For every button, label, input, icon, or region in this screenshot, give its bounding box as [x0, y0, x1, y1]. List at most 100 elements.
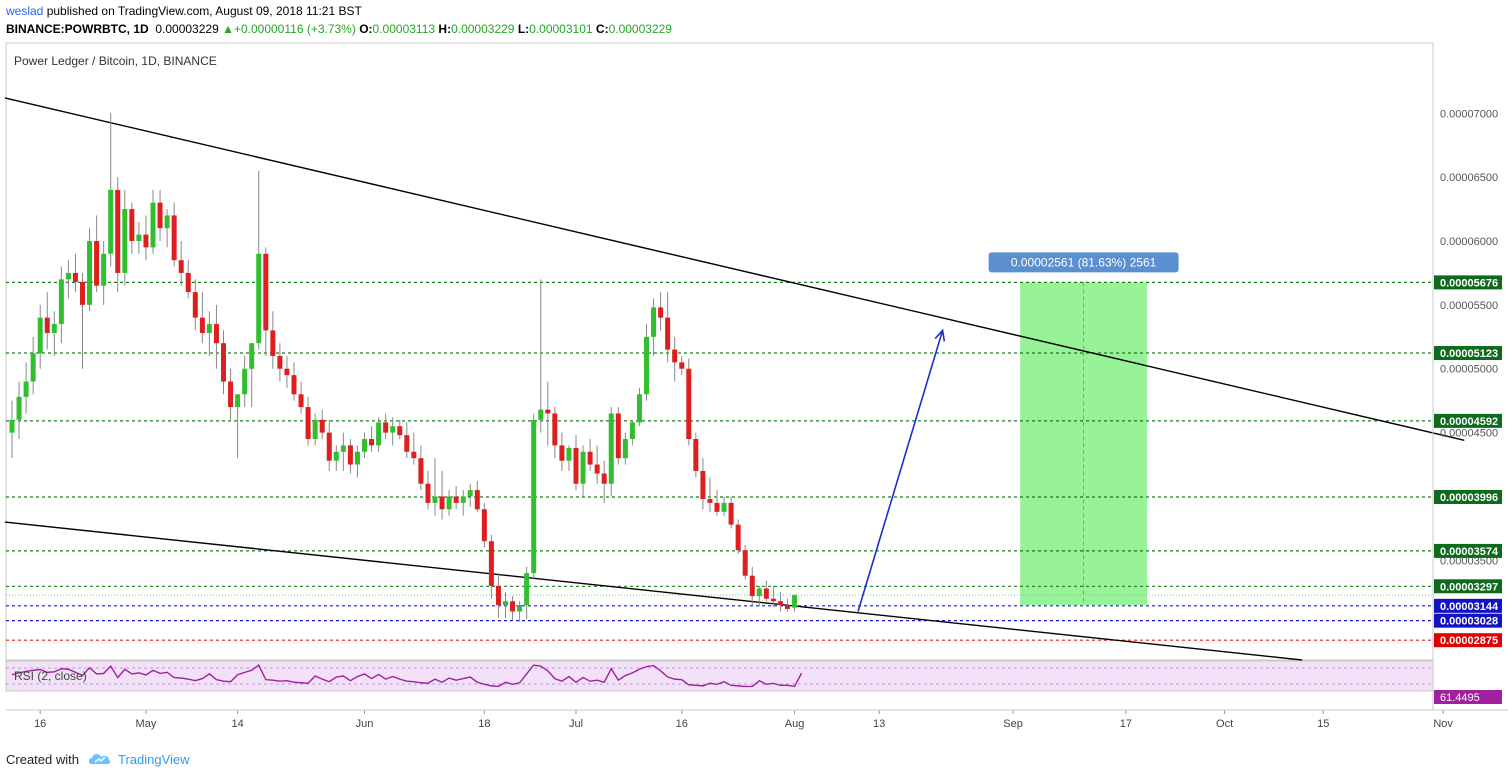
candle-body-93: [658, 307, 664, 318]
level-price-label-8: 0.00003028: [1440, 616, 1498, 628]
candle-body-56: [397, 426, 403, 436]
candle-body-21: [150, 202, 156, 248]
tradingview-logo-icon[interactable]: [88, 751, 112, 767]
time-tick-label-12: Oct: [1216, 718, 1233, 730]
candle-body-53: [376, 422, 382, 446]
price-chart[interactable]: 0.00002561 (81.63%) 2561 Power Ledger / …: [0, 0, 1508, 742]
rsi-value-tag: [1434, 690, 1502, 704]
candle-body-66: [467, 490, 473, 497]
candle-body-34: [242, 368, 248, 395]
level-price-tag-6: [1434, 579, 1502, 594]
candle-body-104: [735, 524, 741, 551]
rsi-pane[interactable]: [5, 660, 1434, 692]
trendlines-group[interactable]: [4, 97, 1465, 661]
candle-body-2: [16, 396, 22, 420]
last-price: 0.00003229: [155, 22, 219, 36]
candle-body-62: [439, 496, 445, 510]
candle-body-101: [714, 502, 720, 512]
candle-body-103: [728, 502, 734, 525]
candle-body-29: [206, 324, 212, 333]
candle-body-68: [481, 509, 487, 542]
candle-body-25: [178, 260, 184, 273]
time-tick-label-8: Aug: [785, 718, 805, 730]
rsi-value-label: 61.4495: [1440, 692, 1480, 704]
level-lines-group: [6, 281, 1433, 641]
candle-body-47: [333, 451, 339, 461]
time-tick-label-10: Sep: [1003, 718, 1023, 730]
candle-body-37: [263, 253, 269, 331]
candle-body-6: [44, 317, 50, 333]
candle-body-78: [552, 413, 558, 446]
price-axis[interactable]: 0.00007000 0.00006500 0.00006000 0.00005500…: [1434, 108, 1502, 704]
candle-body-57: [404, 435, 410, 452]
candle-body-23: [164, 215, 170, 229]
candle-body-70: [495, 585, 501, 606]
symbol-label: BINANCE:POWRBTC, 1D: [6, 22, 149, 36]
candle-body-30: [213, 324, 219, 344]
time-tick-label-1: 16: [34, 718, 46, 730]
candle-body-39: [277, 355, 283, 369]
time-tick-label-14: Nov: [1433, 718, 1453, 730]
tradingview-link[interactable]: TradingView: [118, 752, 190, 767]
level-price-tag-4: [1434, 489, 1502, 504]
candle-body-74: [524, 573, 530, 606]
candle-body-38: [270, 330, 276, 356]
candle-body-87: [615, 413, 621, 459]
candle-body-69: [488, 541, 494, 586]
candle-body-108: [763, 588, 769, 599]
candle-body-42: [298, 394, 304, 408]
candle-body-11: [80, 281, 85, 305]
candle-body-79: [559, 445, 565, 461]
candle-body-48: [340, 445, 346, 452]
time-tick-label-2: May: [136, 718, 157, 730]
candle-body-59: [418, 458, 424, 484]
rsi-line: [11, 664, 803, 688]
candle-body-12: [87, 241, 93, 305]
candle-body-14: [101, 253, 107, 286]
target-zone-label: 0.00002561 (81.63%) 2561: [1011, 255, 1157, 269]
candle-body-96: [679, 362, 685, 369]
candle-body-63: [446, 496, 452, 510]
candle-body-61: [432, 496, 438, 503]
candle-body-28: [199, 317, 205, 333]
candle-body-13: [94, 241, 100, 286]
candle-body-46: [326, 432, 332, 461]
candle-body-99: [700, 470, 706, 500]
candle-body-19: [136, 234, 142, 242]
candle-body-90: [636, 394, 642, 423]
rsi-line-group: [11, 664, 803, 688]
level-price-label-1: 0.00005676: [1440, 277, 1498, 289]
author-link[interactable]: weslad: [6, 4, 44, 18]
footer: Created with TradingView: [0, 742, 1508, 777]
created-with-label: Created with: [6, 752, 79, 767]
candle-body-7: [51, 324, 57, 333]
level-price-tag-2: [1434, 346, 1502, 361]
time-tick-label-4: Jun: [356, 718, 374, 730]
level-price-label-2: 0.00005123: [1440, 348, 1498, 360]
candle-body-72: [510, 601, 516, 612]
projection-arrow-group[interactable]: [857, 328, 946, 612]
open-value: 0.00003113: [372, 22, 436, 36]
candle-body-89: [629, 422, 635, 440]
candle-body-67: [474, 490, 480, 510]
candle-body-75: [531, 419, 537, 574]
candle-body-80: [566, 447, 572, 461]
candle-body-65: [460, 496, 466, 503]
candle-body-16: [115, 189, 121, 273]
main-pane[interactable]: [5, 42, 1434, 661]
candle-body-102: [721, 502, 727, 512]
candle-body-81: [573, 447, 579, 484]
candle-body-100: [707, 499, 713, 503]
candle-body-91: [644, 336, 649, 395]
candle-body-5: [37, 317, 43, 354]
candle-body-105: [742, 550, 748, 576]
rsi-label: RSI (2, close): [14, 669, 87, 683]
candle-body-109: [770, 598, 776, 602]
candle-body-36: [256, 253, 262, 344]
trendline-upper: [4, 97, 1465, 441]
time-axis[interactable]: 16 May 14 Jun 18 Jul 16 Aug 13 Sep 17 Oct 15 Nov: [34, 710, 1453, 730]
candle-body-35: [249, 343, 255, 369]
level-price-tag-7: [1434, 598, 1502, 613]
price-tick-label-7: 0.00003500: [1440, 555, 1498, 567]
open-label: O:: [359, 22, 373, 36]
